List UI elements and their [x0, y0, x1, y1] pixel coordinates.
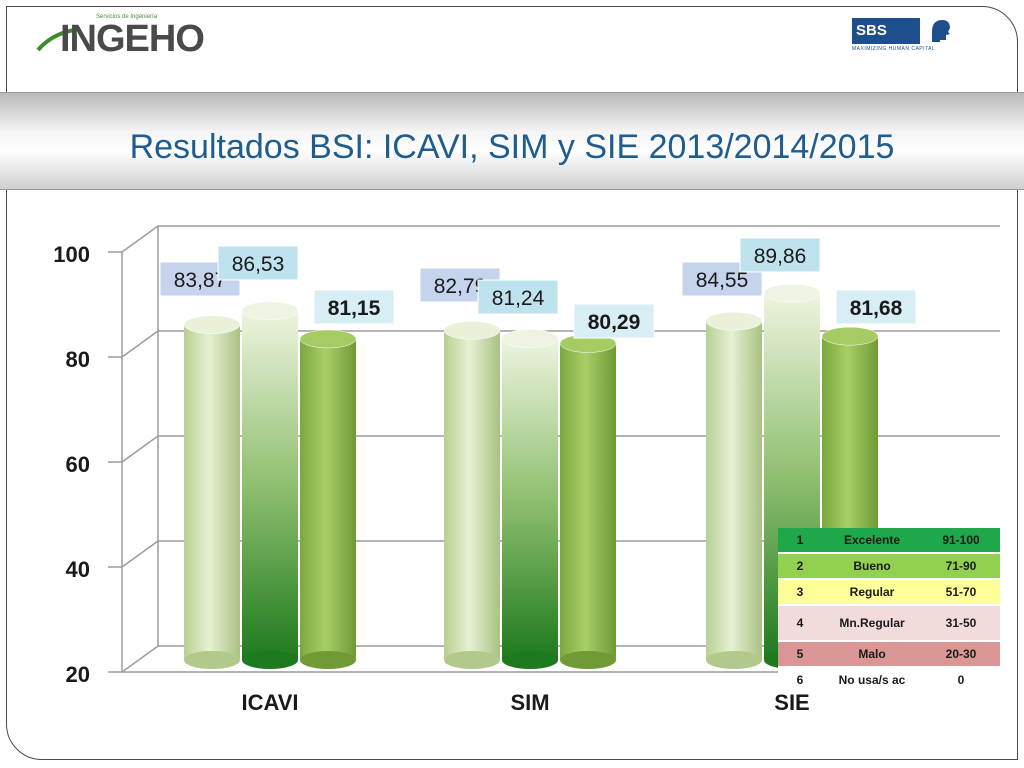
bar-sie-s0 — [706, 321, 762, 660]
x-category-label: SIM — [510, 690, 549, 715]
title-band — [0, 92, 1024, 190]
grid-depth-line — [121, 540, 159, 568]
bar-sim-s2 — [560, 343, 616, 660]
bar-base — [242, 651, 298, 669]
head-profile-icon — [932, 20, 950, 42]
legend-range: 91-100 — [922, 528, 1000, 554]
grid-depth-line — [121, 435, 159, 463]
ingeho-logo: Servicios de Ingeniería INGEHO — [34, 12, 205, 62]
legend-row: 1 Excelente 91-100 — [778, 528, 1000, 554]
legend-name: Malo — [822, 641, 922, 668]
slide-title: Resultados BSI: ICAVI, SIM y SIE 2013/20… — [129, 128, 895, 166]
x-category-label: ICAVI — [241, 690, 298, 715]
bar-icavi-s2 — [300, 338, 356, 660]
legend-num: 4 — [778, 605, 822, 642]
legend-row: 3 Regular 51-70 — [778, 579, 1000, 606]
legend-row: 6 No usa/s ac 0 — [778, 667, 1000, 694]
bar-sim-s1 — [502, 338, 558, 660]
data-label-box — [573, 303, 655, 339]
data-label: 83,87 — [174, 269, 227, 292]
bar-sim-s0 — [444, 330, 500, 660]
bar-cap — [821, 326, 879, 346]
bar-cap — [299, 329, 357, 349]
bar-cap — [241, 301, 299, 320]
bar-cap — [183, 315, 241, 334]
legend-name: Excelente — [822, 528, 922, 554]
bar-base — [300, 651, 356, 669]
bar-base — [444, 651, 500, 669]
data-label: 86,53 — [232, 253, 285, 276]
bar-cap — [763, 283, 821, 303]
bar-cap — [705, 311, 763, 331]
legend-num: 2 — [778, 553, 822, 580]
y-tick-label: 40 — [66, 557, 90, 582]
data-label-box — [217, 245, 299, 281]
sbs-logo-text: SBS — [852, 18, 920, 44]
bar-base — [502, 651, 558, 669]
grid-depth-line — [121, 225, 159, 253]
y-tick-label: 80 — [66, 347, 90, 372]
bar-cap — [443, 321, 501, 340]
legend-num: 5 — [778, 641, 822, 668]
data-label: 84,55 — [696, 269, 749, 292]
ingeho-swoosh-icon — [36, 28, 74, 52]
legend-name: Bueno — [822, 553, 922, 580]
data-label: 80,29 — [588, 311, 641, 334]
data-label-box — [739, 237, 821, 273]
y-tick-label: 20 — [66, 662, 90, 687]
y-tick-label: 60 — [66, 452, 90, 477]
rating-legend-table: 1 Excelente 91-100 2 Bueno 71-90 3 Regular 51-70… — [778, 528, 1000, 694]
grid-depth-line — [121, 645, 159, 673]
legend-range: 51-70 — [922, 579, 1000, 606]
legend-num: 6 — [778, 667, 822, 694]
ingeho-logo-text: INGEHO — [60, 18, 205, 60]
bar-icavi-s0 — [184, 324, 240, 660]
bar-base — [560, 651, 616, 669]
data-label: 81,24 — [492, 287, 545, 310]
legend-range: 20-30 — [922, 641, 1000, 668]
legend-name: Regular — [822, 579, 922, 606]
chart-categories: ICAVI SIM SIE — [241, 690, 809, 715]
legend-row: 4 Mn.Regular 31-50 — [778, 605, 1000, 642]
ingeho-logo-subtitle: Servicios de Ingeniería — [96, 14, 158, 20]
data-label: 89,86 — [754, 245, 807, 268]
chart-bars — [183, 283, 879, 669]
data-label-box — [835, 289, 917, 325]
grid-depth-line — [121, 330, 159, 358]
data-label-box — [477, 279, 559, 315]
bar-base — [184, 651, 240, 669]
legend-range: 0 — [922, 667, 1000, 694]
data-label: 81,15 — [328, 297, 381, 320]
legend-num: 3 — [778, 579, 822, 606]
data-label: 81,68 — [850, 297, 903, 320]
data-label: 82,79 — [434, 275, 487, 298]
bar-icavi-s1 — [242, 310, 298, 660]
sbs-logo: SBS MAXIMIZING HUMAN CAPITAL — [852, 18, 962, 58]
legend-num: 1 — [778, 528, 822, 554]
legend-name: No usa/s ac — [822, 667, 922, 694]
legend-range: 31-50 — [922, 605, 1000, 642]
bar-cap — [501, 329, 559, 348]
legend-row: 5 Malo 20-30 — [778, 641, 1000, 668]
legend-name: Mn.Regular — [822, 605, 922, 642]
y-tick-label: 100 — [53, 242, 90, 267]
chart-axis: 20 40 60 80 100 — [53, 226, 1000, 687]
data-label-box — [313, 289, 395, 325]
x-category-label: SIE — [774, 690, 809, 715]
bar-base — [706, 651, 762, 669]
legend-row: 2 Bueno 71-90 — [778, 553, 1000, 580]
sbs-logo-tagline: MAXIMIZING HUMAN CAPITAL — [852, 46, 936, 52]
legend-range: 71-90 — [922, 553, 1000, 580]
